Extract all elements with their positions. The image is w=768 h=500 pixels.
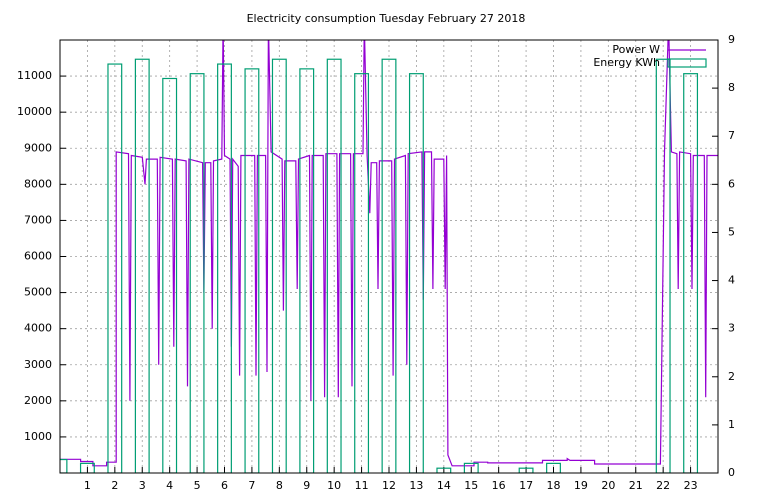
plot-frame (59, 39, 719, 474)
x-tick-label: 16 (492, 479, 506, 492)
energy-bar (134, 58, 150, 473)
y-tick-label: 3000 (24, 358, 52, 371)
y2-tick-label: 2 (728, 370, 735, 383)
x-tick-label: 15 (464, 479, 478, 492)
x-tick-label: 20 (601, 479, 615, 492)
y2-tick-label: 4 (728, 274, 735, 287)
x-tick-label: 13 (409, 479, 423, 492)
x-tick-label: 17 (519, 479, 533, 492)
energy-bar (381, 58, 397, 473)
y2-tick-label: 3 (728, 322, 735, 335)
energy-bar (162, 77, 178, 473)
energy-bar (655, 58, 671, 473)
x-tick-label: 14 (437, 479, 451, 492)
y-tick-label: 11000 (17, 69, 52, 82)
x-tick-label: 21 (629, 479, 643, 492)
x-tick-label: 11 (355, 479, 369, 492)
x-tick-label: 12 (382, 479, 396, 492)
energy-bar (683, 73, 699, 473)
energy-bar (189, 73, 205, 473)
x-tick-label: 9 (303, 479, 310, 492)
y-tick-label: 1000 (24, 430, 52, 443)
energy-bar (518, 467, 534, 473)
y2-tick-label: 5 (728, 225, 735, 238)
energy-bar (60, 458, 68, 473)
plot (60, 40, 718, 473)
y2-tick-label: 0 (728, 466, 735, 479)
y-tick-label: 2000 (24, 394, 52, 407)
x-tick-label: 6 (221, 479, 228, 492)
x-tick-label: 19 (574, 479, 588, 492)
energy-bar (217, 63, 232, 473)
legend-label: Power W (612, 43, 660, 56)
y2-tick-label: 7 (728, 129, 735, 142)
y2-tick-label: 1 (728, 418, 735, 431)
energy-bar (299, 68, 315, 473)
y-tick-label: 9000 (24, 141, 52, 154)
x-tick-label: 3 (139, 479, 146, 492)
y-tick-label: 7000 (24, 213, 52, 226)
energy-bar (244, 68, 260, 473)
x-tick-label: 18 (547, 479, 561, 492)
y2-tick-label: 9 (728, 33, 735, 46)
energy-bar (271, 58, 287, 473)
energy-bar (436, 467, 452, 473)
y-tick-label: 4000 (24, 322, 52, 335)
x-tick-label: 8 (276, 479, 283, 492)
x-tick-label: 10 (327, 479, 341, 492)
x-tick-label: 22 (656, 479, 670, 492)
energy-bar (107, 63, 123, 473)
chart-title: Electricity consumption Tuesday February… (247, 12, 526, 25)
y-tick-label: 8000 (24, 177, 52, 190)
x-tick-label: 1 (84, 479, 91, 492)
x-tick-label: 7 (248, 479, 255, 492)
legend-label: Energy KWh (593, 56, 660, 69)
y-tick-label: 5000 (24, 286, 52, 299)
energy-bar (326, 58, 342, 473)
energy-bar (408, 73, 424, 473)
x-tick-label: 5 (194, 479, 201, 492)
x-tick-label: 4 (166, 479, 173, 492)
y2-tick-label: 6 (728, 177, 735, 190)
power-line (60, 40, 718, 467)
x-tick-label: 2 (111, 479, 118, 492)
y-tick-label: 10000 (17, 105, 52, 118)
y2-tick-label: 8 (728, 81, 735, 94)
energy-bar (354, 73, 370, 473)
x-tick-label: 23 (684, 479, 698, 492)
legend-swatch (667, 58, 707, 68)
y-tick-label: 6000 (24, 250, 52, 263)
